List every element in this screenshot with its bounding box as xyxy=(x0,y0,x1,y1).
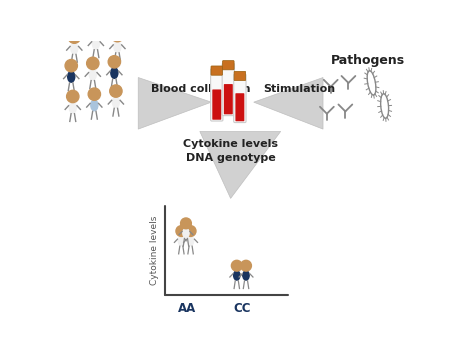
Circle shape xyxy=(241,260,252,271)
Polygon shape xyxy=(200,131,281,198)
FancyBboxPatch shape xyxy=(223,61,234,70)
Circle shape xyxy=(87,57,99,70)
Ellipse shape xyxy=(113,41,122,53)
Circle shape xyxy=(180,218,191,229)
Circle shape xyxy=(65,59,77,72)
Circle shape xyxy=(111,29,124,42)
Circle shape xyxy=(67,90,79,103)
FancyBboxPatch shape xyxy=(234,74,246,123)
FancyBboxPatch shape xyxy=(235,93,244,121)
Circle shape xyxy=(185,226,196,237)
Ellipse shape xyxy=(70,42,79,54)
Text: Stimulation: Stimulation xyxy=(264,84,336,94)
Circle shape xyxy=(88,88,100,100)
Circle shape xyxy=(176,226,187,237)
Ellipse shape xyxy=(112,96,120,108)
Ellipse shape xyxy=(68,101,77,114)
Ellipse shape xyxy=(242,270,250,281)
Text: Cytokine levels: Cytokine levels xyxy=(150,216,159,285)
FancyBboxPatch shape xyxy=(211,69,223,121)
Ellipse shape xyxy=(110,67,119,79)
Polygon shape xyxy=(254,77,323,129)
Ellipse shape xyxy=(233,270,241,281)
Circle shape xyxy=(68,31,81,43)
Polygon shape xyxy=(138,77,212,129)
Text: Cytokine levels: Cytokine levels xyxy=(183,139,278,149)
Ellipse shape xyxy=(177,235,185,246)
Text: AA: AA xyxy=(178,303,196,315)
Circle shape xyxy=(231,260,242,271)
Text: Pathogens: Pathogens xyxy=(331,54,405,67)
Ellipse shape xyxy=(187,235,194,246)
Ellipse shape xyxy=(89,68,97,80)
Ellipse shape xyxy=(92,38,100,50)
Text: Blood collection: Blood collection xyxy=(151,84,251,94)
Ellipse shape xyxy=(90,99,99,112)
Text: CC: CC xyxy=(234,303,251,315)
FancyBboxPatch shape xyxy=(224,84,233,114)
Circle shape xyxy=(108,56,121,68)
FancyBboxPatch shape xyxy=(212,90,221,120)
Ellipse shape xyxy=(67,71,76,83)
Text: DNA genotype: DNA genotype xyxy=(186,153,275,163)
Ellipse shape xyxy=(182,228,190,238)
FancyBboxPatch shape xyxy=(211,66,223,75)
FancyBboxPatch shape xyxy=(234,71,246,80)
FancyBboxPatch shape xyxy=(222,63,234,116)
Circle shape xyxy=(110,85,122,97)
Circle shape xyxy=(90,26,102,39)
